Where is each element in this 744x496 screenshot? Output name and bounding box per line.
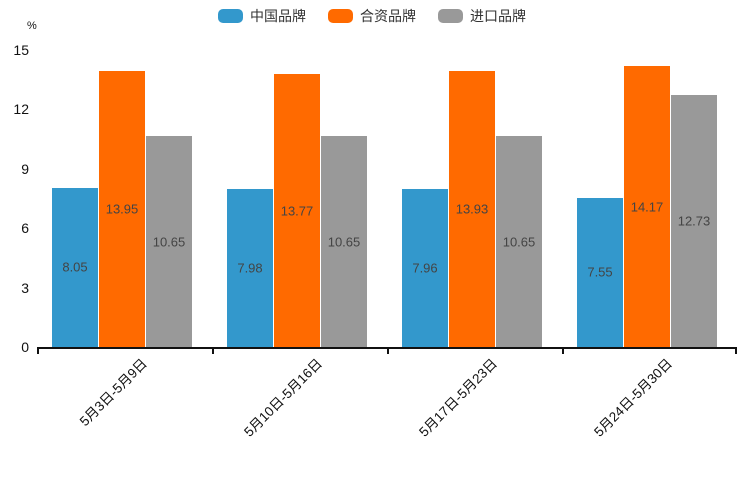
bar-value-label: 10.65 [502,234,536,250]
legend: 中国品牌 合资品牌 进口品牌 [0,8,744,24]
legend-label: 合资品牌 [360,8,416,24]
bar-value-label: 10.65 [152,234,186,250]
y-axis-tick-label: 9 [21,160,29,177]
bar-value-label: 12.73 [677,213,711,229]
bar-value-label: 13.95 [105,201,139,217]
legend-marker-icon [438,9,463,23]
y-axis-tick-label: 15 [13,42,29,58]
y-axis-tick-label: 12 [13,101,29,118]
bar-value-label: 8.05 [62,259,88,275]
bar-合资品牌-0[interactable] [99,70,145,347]
legend-label: 中国品牌 [250,8,306,24]
bar-value-label: 7.55 [587,264,613,280]
bar-进口品牌-2[interactable] [496,136,542,347]
bar-中国品牌-3[interactable] [577,197,623,347]
y-axis-tick-label: 6 [21,220,29,237]
bar-进口品牌-0[interactable] [146,136,192,347]
legend-label: 进口品牌 [470,8,526,24]
x-axis-category-label: 5月3日-5月9日 [76,355,150,430]
bar-合资品牌-2[interactable] [449,71,495,347]
x-axis-category-label: 5月24日-5月30日 [591,355,675,440]
bar-value-label: 7.98 [237,260,263,276]
bar-进口品牌-1[interactable] [321,136,367,347]
legend-marker-icon [328,9,353,23]
bar-value-label: 14.17 [630,199,664,215]
y-axis-tick-label: 0 [21,339,29,355]
x-axis-tick-mark [212,347,214,354]
bar-合资品牌-1[interactable] [274,74,320,347]
y-axis-unit-label: % [27,20,37,32]
x-axis-tick-mark [387,347,389,354]
x-axis-tick-mark [562,347,564,354]
bar-中国品牌-2[interactable] [402,189,448,347]
bar-value-label: 13.93 [455,201,489,217]
x-axis-tick-mark [37,347,39,354]
y-axis-tick-label: 3 [21,279,29,296]
bar-value-label: 13.77 [280,203,314,219]
bar-中国品牌-1[interactable] [227,188,273,347]
x-axis-category-label: 5月17日-5月23日 [416,355,500,440]
legend-item-0[interactable]: 中国品牌 [218,8,306,24]
bar-中国品牌-0[interactable] [52,187,98,347]
legend-marker-icon [218,9,243,23]
legend-item-2[interactable]: 进口品牌 [438,8,526,24]
x-axis-category-label: 5月10日-5月16日 [241,355,325,440]
bar-value-label: 10.65 [327,234,361,250]
x-axis-tick-mark [735,347,737,354]
bar-进口品牌-3[interactable] [671,94,717,347]
bar-合资品牌-3[interactable] [624,66,670,347]
legend-item-1[interactable]: 合资品牌 [328,8,416,24]
bar-value-label: 7.96 [412,260,438,276]
